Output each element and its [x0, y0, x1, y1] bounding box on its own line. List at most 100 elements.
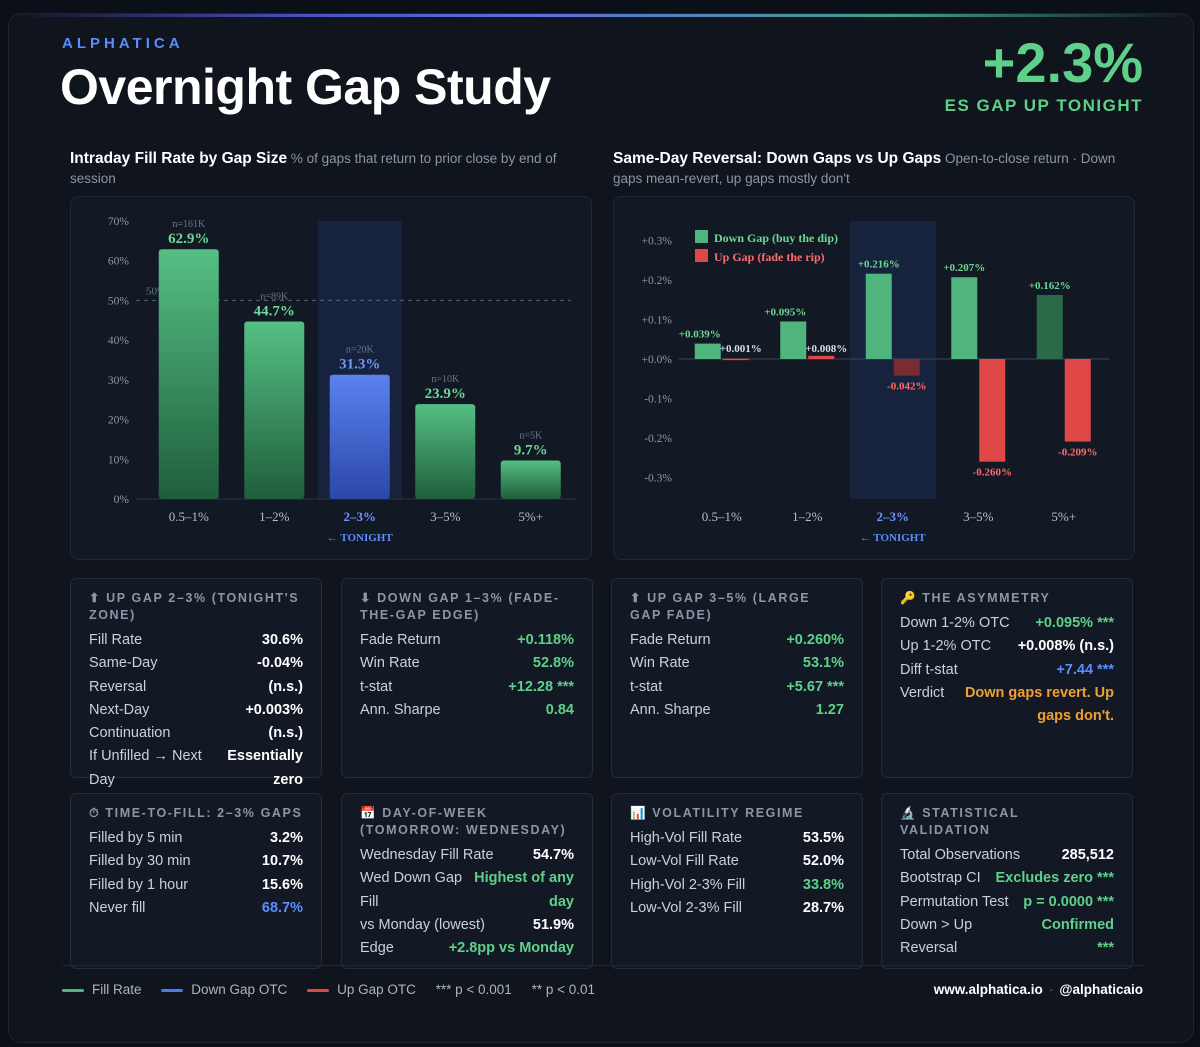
- website-link[interactable]: www.alphatica.io: [933, 982, 1043, 997]
- card-row-value: 30.6%: [261, 632, 303, 648]
- card-row: Edge +2.8pp vs Monday: [360, 937, 574, 960]
- stat-card: ⬆ UP GAP 3–5% (LARGE GAP FADE) Fade Retur…: [611, 578, 863, 778]
- card-row-label: Filled by 30 min: [89, 853, 191, 870]
- x-tick-label: 3–5%: [963, 509, 994, 524]
- left-chart-header: Intraday Fill Rate by Gap Size % of gaps…: [70, 149, 570, 189]
- bar-value-label: 44.7%: [254, 303, 295, 319]
- card-row-value: 0.84: [545, 701, 574, 718]
- card-row: High-Vol 2-3% Fill 33.8%: [630, 874, 844, 897]
- footer-legend: Fill Rate Down Gap OTC Up Gap OTC *** p …: [62, 982, 595, 997]
- x-tick-label: 2–3%: [877, 509, 910, 524]
- card-row-value: +0.118%: [517, 632, 574, 648]
- y-tick-label: 10%: [108, 454, 130, 466]
- card-row-value: +0.008% (n.s.): [1017, 638, 1114, 655]
- stat-card: 🔬 STATISTICAL VALIDATION Total Observatio…: [881, 793, 1133, 969]
- bar-value-label: 31.3%: [339, 357, 380, 373]
- sample-count-label: n=20K: [346, 345, 375, 356]
- card-row-label: High-Vol 2-3% Fill: [630, 876, 746, 893]
- card-row-value: Essentially zero: [227, 748, 303, 788]
- up-gap-bar: [1064, 359, 1091, 442]
- card-row: Next-Day Continuation +0.003% (n.s.): [89, 699, 303, 746]
- card-row-label: Never fill: [89, 899, 146, 916]
- card-row: Diff t-stat +7.44 ***: [900, 659, 1114, 682]
- sample-count-label: n=10K: [431, 374, 460, 385]
- card-row-label: Ann. Sharpe: [360, 701, 441, 718]
- headline-subtitle: ES GAP UP TONIGHT: [944, 96, 1143, 115]
- card-row-value: +7.44 ***: [1056, 661, 1114, 678]
- sample-count-label: n=5K: [519, 430, 543, 441]
- up-gap-value-label: -0.209%: [1058, 447, 1097, 459]
- up-gap-bar: [979, 359, 1006, 462]
- reversal-chart: +0.3% +0.2% +0.1% +0.0% -0.1% -0.2% -0.3% +0.03…: [642, 221, 1109, 544]
- card-row-value: Confirmed ***: [1041, 916, 1115, 957]
- right-chart-subtitle: Open-to-close return · Down gaps mean-re…: [613, 151, 1116, 186]
- card-row: Verdict Down gaps revert. Up gaps don't.: [900, 682, 1114, 729]
- card-row-value: 53.5%: [802, 830, 844, 846]
- headline-value: +2.3%: [982, 31, 1143, 94]
- stat-card: 📊 VOLATILITY REGIME High-Vol Fill Rate 53.…: [611, 793, 863, 969]
- card-title: 📊 VOLATILITY REGIME: [630, 806, 804, 820]
- y-tick-label: -0.3%: [644, 473, 672, 485]
- tonight-marker: ← TONIGHT: [327, 532, 394, 544]
- card-row-value: 33.8%: [802, 876, 844, 893]
- card-title: 📅 DAY-OF-WEEK (TOMORROW: WEDNESDAY): [360, 806, 567, 837]
- footer-divider: [62, 965, 1143, 966]
- y-tick-label: 50%: [108, 295, 130, 307]
- card-title: ⬆ UP GAP 3–5% (LARGE GAP FADE): [630, 591, 811, 622]
- stat-card: 📅 DAY-OF-WEEK (TOMORROW: WEDNESDAY) Wedne…: [341, 793, 593, 969]
- card-row-label: Down > Up Reversal: [900, 916, 973, 957]
- card-row-value: 1.27: [815, 701, 844, 718]
- social-handle[interactable]: @alphaticaio: [1059, 982, 1143, 997]
- legend-fill-rate: Fill Rate: [62, 982, 142, 997]
- card-title: 🔬 STATISTICAL VALIDATION: [900, 806, 1019, 837]
- brand-name: ALPHATICA: [62, 35, 184, 52]
- y-tick-label: 0%: [114, 494, 130, 506]
- down-gap-bar: [780, 321, 807, 359]
- card-row: t-stat +5.67 ***: [630, 676, 844, 699]
- y-tick-label: 30%: [108, 375, 130, 387]
- card-title: ⏱ TIME-TO-FILL: 2–3% GAPS: [89, 806, 303, 820]
- card-row-label: High-Vol Fill Rate: [630, 830, 743, 846]
- significance-note-2: ** p < 0.01: [531, 982, 596, 997]
- fill-rate-bar: [158, 249, 219, 499]
- card-row: Low-Vol 2-3% Fill 28.7%: [630, 897, 844, 920]
- up-gap-bar: [893, 359, 920, 376]
- card-row: vs Monday (lowest) 51.9%: [360, 914, 574, 937]
- card-row-label: Next-Day Continuation: [89, 701, 171, 742]
- card-row: Filled by 30 min 10.7%: [89, 850, 303, 873]
- x-tick-label: 3–5%: [430, 509, 461, 524]
- card-title: ⬇ DOWN GAP 1–3% (FADE-THE-GAP EDGE): [360, 591, 560, 622]
- card-row: Win Rate 52.8%: [360, 652, 574, 675]
- card-row-label: Ann. Sharpe: [630, 701, 711, 718]
- up-gap-bar: [808, 355, 835, 359]
- y-tick-label: 40%: [108, 335, 130, 347]
- card-row-value: 52.8%: [532, 655, 574, 672]
- card-row-value: Down gaps revert. Up gaps don't.: [964, 684, 1114, 725]
- card-row-value: 68.7%: [261, 899, 303, 916]
- y-tick-label: 60%: [108, 256, 130, 268]
- accent-gradient-line: [9, 14, 1193, 17]
- tonight-marker: ← TONIGHT: [860, 532, 927, 544]
- down-gap-value-label: +0.162%: [1029, 280, 1071, 292]
- card-row-value: 53.1%: [802, 655, 844, 672]
- card-row-label: Low-Vol Fill Rate: [630, 853, 739, 870]
- card-row-value: 15.6%: [261, 876, 303, 893]
- card-row-label: Filled by 1 hour: [89, 876, 189, 893]
- left-chart-subtitle: % of gaps that return to prior close by …: [70, 151, 557, 186]
- x-tick-label: 0.5–1%: [702, 509, 742, 524]
- card-row-label: Wednesday Fill Rate: [360, 847, 494, 863]
- stat-card: 🔑 THE ASYMMETRY Down 1-2% OTC +0.095% *** U…: [881, 578, 1133, 778]
- card-row: Filled by 1 hour 15.6%: [89, 874, 303, 897]
- card-row-label: Win Rate: [360, 655, 420, 672]
- card-row: Down > Up Reversal Confirmed ***: [900, 914, 1114, 961]
- legend-label-up: Up Gap (fade the rip): [714, 250, 825, 264]
- card-row-value: -0.04% (n.s.): [257, 655, 303, 695]
- card-row-label: Fill Rate: [89, 632, 143, 648]
- card-row-value: 54.7%: [532, 847, 574, 863]
- card-row-label: t-stat: [630, 678, 663, 695]
- card-row-value: +0.003% (n.s.): [245, 701, 303, 742]
- card-title: ⬆ UP GAP 2–3% (TONIGHT'S ZONE): [89, 591, 300, 622]
- card-row: Up 1-2% OTC +0.008% (n.s.): [900, 635, 1114, 658]
- down-gap-bar: [694, 343, 721, 359]
- card-row: Wed Down Gap Fill Highest of any day: [360, 867, 574, 914]
